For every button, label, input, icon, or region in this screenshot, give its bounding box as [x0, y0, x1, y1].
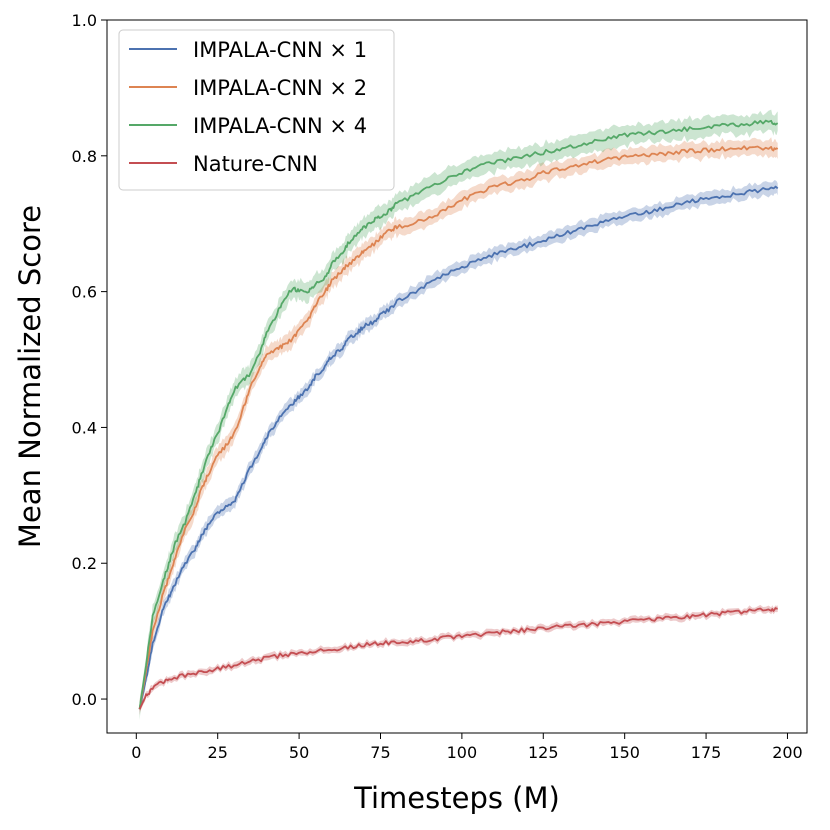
y-tick-label: 0.8: [72, 147, 97, 166]
band-series-2: [139, 137, 778, 716]
legend-entry: IMPALA-CNN × 2: [193, 76, 367, 100]
line-series-4: [138, 607, 778, 710]
legend-entry: IMPALA-CNN × 1: [193, 38, 367, 62]
x-tick-label: 50: [289, 743, 309, 762]
x-tick-label: 25: [208, 743, 228, 762]
line-series-2: [138, 145, 779, 710]
y-axis-label: Mean Normalized Score: [13, 205, 47, 548]
x-axis-label: Timesteps (M): [353, 781, 560, 815]
x-tick-label: 0: [131, 743, 141, 762]
legend-entry: Nature-CNN: [193, 152, 318, 176]
plot-frame: [106, 19, 808, 734]
x-tick-label: 175: [691, 743, 722, 762]
line-series-1: [138, 185, 779, 710]
y-tick-label: 1.0: [72, 11, 97, 30]
y-tick-label: 0.4: [72, 418, 97, 437]
line-series-3: [138, 119, 779, 710]
band-series-4: [139, 604, 778, 712]
y-tick-label: 0.6: [72, 283, 97, 302]
x-tick-label: 100: [447, 743, 478, 762]
y-tick-label: 0.0: [72, 690, 97, 709]
legend-box: [118, 29, 395, 191]
y-tick-label: 0.2: [72, 554, 97, 573]
x-axis-ticks: 0 25 50 75 100 125 150 175 200: [131, 733, 803, 762]
x-tick-label: 125: [528, 743, 559, 762]
confidence-bands: [139, 109, 778, 721]
x-tick-label: 150: [609, 743, 640, 762]
series-lines: [138, 119, 779, 710]
legend-entry: IMPALA-CNN × 4: [193, 114, 367, 138]
x-tick-label: 200: [772, 743, 803, 762]
y-axis-ticks: 0.0 0.2 0.4 0.6 0.8 1.0: [72, 11, 107, 709]
legend: IMPALA-CNN × 1 IMPALA-CNN × 2 IMPALA-CNN ×…: [118, 29, 395, 191]
x-tick-label: 75: [370, 743, 390, 762]
